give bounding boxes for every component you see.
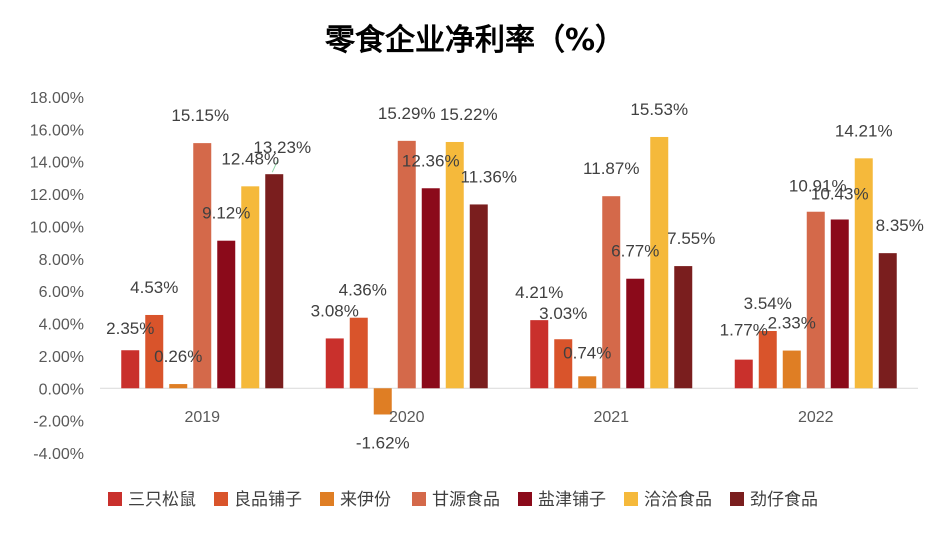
data-label: 10.91% [789,177,847,196]
bar [806,211,825,389]
data-label: 12.36% [402,151,460,170]
category-label: 2022 [798,409,834,426]
data-label: 15.22% [440,105,498,124]
bar [782,350,801,389]
data-label: 0.74% [563,343,611,362]
legend-label: 洽洽食品 [644,490,712,510]
bar [397,140,416,389]
legend-label: 盐津铺子 [538,490,606,510]
bar [854,158,873,389]
category-label: 2020 [389,409,425,426]
data-label: 11.87% [583,159,639,178]
data-label: 8.35% [876,216,924,235]
data-label: 9.12% [202,204,250,223]
leader-line [271,158,279,173]
data-label: 2.35% [106,319,154,338]
data-label: 4.53% [130,278,178,297]
bar [241,186,260,389]
bar [349,317,368,389]
bar [674,266,693,389]
bar [169,384,188,389]
legend: 三只松鼠 良品铺子 来伊份 甘源食品 盐津铺子 洽洽食品 劲仔食品 [108,490,818,510]
data-label: 13.23% [253,138,311,157]
bar [421,188,440,389]
bar [469,204,488,389]
legend-label: 甘源食品 [432,490,500,510]
data-label: 3.03% [539,304,587,323]
y-tick-label: 18.00% [30,90,84,107]
legend-swatch [730,492,744,506]
data-label: 14.21% [835,121,893,140]
legend-label: 劲仔食品 [750,490,818,510]
data-label: -1.62% [356,433,410,452]
data-label: 12.48% [221,149,279,168]
legend-swatch [518,492,532,506]
bar [626,278,645,389]
bar [325,338,344,389]
data-label: 11.36% [461,167,517,186]
y-tick-label: 6.00% [39,284,84,301]
data-label: 4.36% [339,281,387,300]
bar [445,141,464,389]
bar [650,136,669,389]
bar [830,219,849,389]
legend-swatch [320,492,334,506]
bar [578,376,597,389]
data-label: 15.53% [630,100,688,119]
bar [734,359,753,389]
bar [217,240,236,389]
bar [121,350,140,389]
data-label: 4.21% [515,283,563,302]
y-tick-label: 2.00% [39,349,84,366]
legend-swatch [108,492,122,506]
bar [193,143,212,389]
bars [121,136,897,415]
leader-lines [271,158,279,173]
data-label: 3.54% [744,294,792,313]
y-tick-label: 0.00% [39,381,84,398]
data-label: 2.33% [768,314,816,333]
legend-swatch [214,492,228,506]
y-tick-label: 12.00% [30,187,84,204]
category-label: 2019 [184,409,220,426]
data-labels: 2.35% 4.53% 0.26% 15.15% 9.12% 12.48%13.23% 3.… [106,100,924,452]
y-tick-label: 14.00% [30,155,84,172]
category-labels: 2019 2020 2021 2022 [184,409,833,426]
data-label: 0.26% [154,347,202,366]
legend-swatch [412,492,426,506]
bar [554,339,573,389]
category-label: 2021 [593,409,629,426]
y-axis: 18.00% 16.00% 14.00% 12.00% 10.00% 8.00% 6.00%… [30,90,84,463]
y-tick-label: -4.00% [33,446,84,463]
data-label: 15.29% [378,104,436,123]
data-label: 6.77% [611,242,659,261]
data-label: 15.15% [171,106,229,125]
bar [265,174,284,389]
chart-title: 零食企业净利率（%） [325,23,625,58]
data-label: 1.77% [720,321,768,340]
legend-label: 来伊份 [340,490,391,510]
bar [145,314,164,389]
y-tick-label: 16.00% [30,122,84,139]
y-tick-label: 4.00% [39,317,84,334]
y-tick-label: 10.00% [30,219,84,236]
y-tick-label: 8.00% [39,252,84,269]
y-tick-label: -2.00% [33,414,84,431]
data-label: 3.08% [311,301,359,320]
bar [373,388,392,415]
legend-label: 良品铺子 [234,490,302,510]
bar [878,253,897,389]
data-label: 7.55% [667,229,715,248]
bar [758,330,777,389]
legend-swatch [624,492,638,506]
legend-label: 三只松鼠 [128,490,196,510]
bar [602,196,621,389]
bar [530,320,549,389]
data-label: 10.43% [811,184,869,203]
